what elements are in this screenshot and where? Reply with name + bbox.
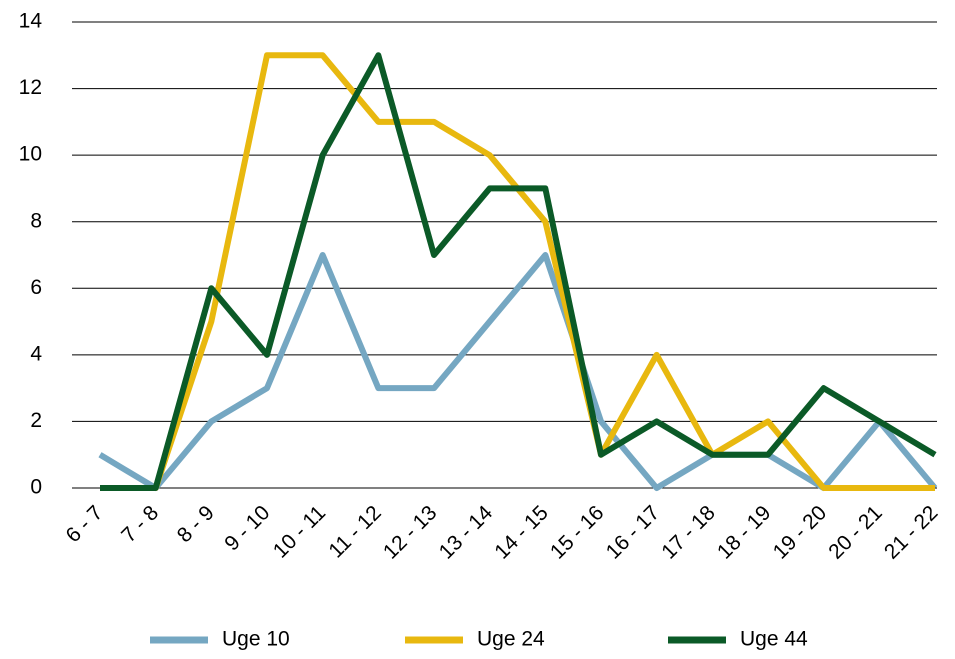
y-tick-label: 4 <box>30 342 42 365</box>
y-tick-label: 2 <box>30 409 42 432</box>
x-tick-label: 8 - 9 <box>173 501 219 547</box>
legend-label: Uge 10 <box>222 628 290 651</box>
x-tick-label: 7 - 8 <box>117 501 163 547</box>
x-tick-label: 12 - 13 <box>379 501 442 564</box>
series-line <box>100 52 937 491</box>
x-tick-label: 16 - 17 <box>602 501 665 564</box>
series-line <box>98 252 938 491</box>
y-tick-label: 6 <box>30 276 42 299</box>
x-tick-label: 10 - 11 <box>269 501 330 562</box>
x-tick-label: 6 - 7 <box>61 501 107 547</box>
series-line <box>100 52 935 491</box>
legend-label: Uge 24 <box>477 628 545 651</box>
x-tick-label: 20 - 21 <box>824 501 887 564</box>
y-tick-label: 12 <box>19 76 42 99</box>
y-tick-label: 0 <box>30 476 42 499</box>
y-tick-label: 10 <box>19 143 42 166</box>
legend-label: Uge 44 <box>740 628 808 651</box>
y-tick-label: 14 <box>19 10 43 33</box>
x-tick-label: 21 - 22 <box>880 501 943 564</box>
x-tick-label: 19 - 20 <box>769 501 832 564</box>
x-tick-label: 11 - 12 <box>324 501 385 562</box>
x-tick-label: 15 - 16 <box>546 501 609 564</box>
x-tick-label: 14 - 15 <box>490 501 553 564</box>
x-tick-label: 18 - 19 <box>713 501 776 564</box>
x-tick-label: 17 - 18 <box>657 501 720 564</box>
x-tick-label: 9 - 10 <box>220 501 274 555</box>
x-tick-label: 13 - 14 <box>435 501 498 564</box>
y-tick-label: 8 <box>30 209 42 232</box>
